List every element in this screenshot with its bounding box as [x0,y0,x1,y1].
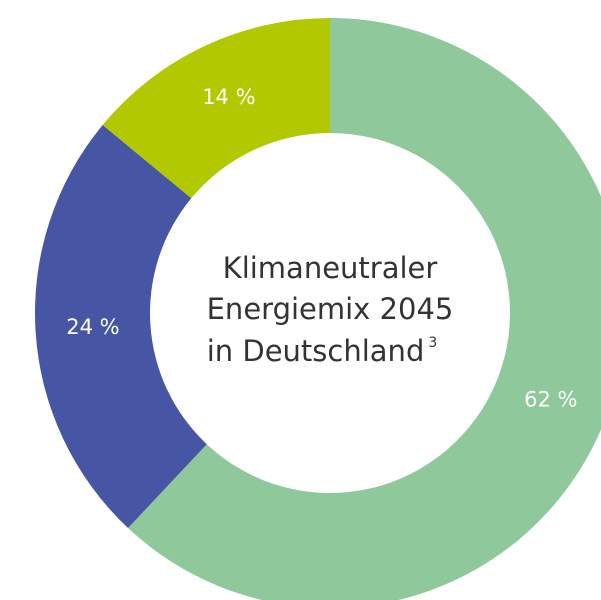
chart-title: Energiemix 2045 [207,292,454,326]
chart-title: Klimaneutraler [223,251,438,285]
slice [128,18,601,600]
slice [102,18,330,199]
slice [34,124,207,529]
footnote-mark: 3 [428,335,437,351]
data-label: 62 % [524,387,577,411]
data-label: 14 % [202,85,255,109]
chart-title: in Deutschland 3 [207,334,438,368]
chart-title: in Deutschland [207,334,425,368]
data-label: 24 % [66,315,119,339]
slices [34,18,601,600]
